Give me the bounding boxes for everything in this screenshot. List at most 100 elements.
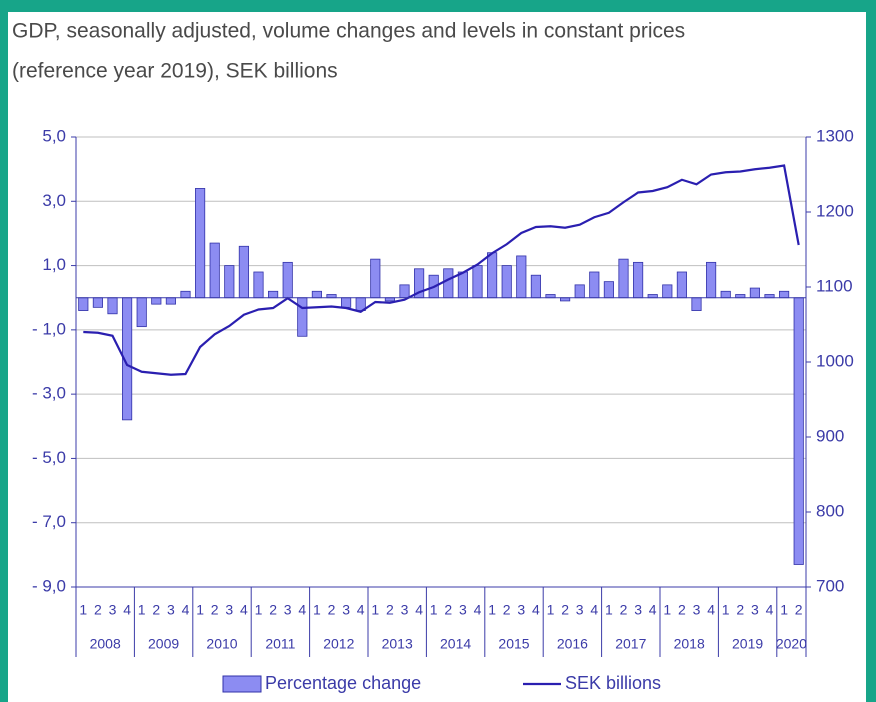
x-tick-label: 1 xyxy=(196,602,204,618)
y-tick-label: 3,0 xyxy=(42,191,66,210)
line xyxy=(83,164,800,376)
bar xyxy=(238,245,249,299)
y-tick-label: - 5,0 xyxy=(32,448,66,467)
x-tick-label: 2 xyxy=(269,602,277,618)
x-tick-label: 1 xyxy=(255,602,263,618)
x-tick-label: 4 xyxy=(590,602,598,618)
y2-tick-label: 1200 xyxy=(816,201,854,220)
year-label: 2019 xyxy=(732,636,763,652)
bar xyxy=(720,290,731,299)
bar xyxy=(107,297,118,315)
bar xyxy=(779,290,790,299)
x-tick-label: 2 xyxy=(678,602,686,618)
year-label: 2020 xyxy=(776,636,807,652)
x-tick-label: 3 xyxy=(284,602,292,618)
x-tick-label: 3 xyxy=(751,602,759,618)
bar xyxy=(749,287,760,299)
x-tick-label: 4 xyxy=(532,602,540,618)
x-tick-label: 2 xyxy=(795,602,803,618)
x-tick-label: 1 xyxy=(488,602,496,618)
x-tick-label: 2 xyxy=(94,602,102,618)
x-tick-label: 3 xyxy=(225,602,233,618)
bar xyxy=(282,261,293,299)
x-tick-label: 1 xyxy=(605,602,613,618)
x-tick-label: 4 xyxy=(123,602,131,618)
y-tick-label: 1,0 xyxy=(42,255,66,274)
x-tick-label: 1 xyxy=(430,602,438,618)
y-tick-label: 5,0 xyxy=(42,126,66,145)
y-tick-label: - 1,0 xyxy=(32,319,66,338)
chart-title: (reference year 2019), SEK billions xyxy=(12,60,338,83)
bar xyxy=(341,297,352,308)
year-label: 2008 xyxy=(90,636,121,652)
x-tick-label: 3 xyxy=(693,602,701,618)
x-tick-label: 3 xyxy=(401,602,409,618)
y-tick-label: - 3,0 xyxy=(32,384,66,403)
bar xyxy=(253,271,264,299)
bar xyxy=(487,252,498,299)
bar xyxy=(457,271,468,299)
bar xyxy=(618,258,629,299)
y2-tick-label: 900 xyxy=(816,426,844,445)
year-label: 2011 xyxy=(265,636,295,652)
x-tick-label: 2 xyxy=(503,602,511,618)
x-tick-label: 4 xyxy=(766,602,774,618)
x-tick-label: 2 xyxy=(211,602,219,618)
bar xyxy=(180,290,191,299)
bar xyxy=(209,242,220,299)
x-tick-label: 1 xyxy=(780,602,788,618)
x-tick-label: 2 xyxy=(736,602,744,618)
x-tick-label: 2 xyxy=(620,602,628,618)
legend-label: SEK billions xyxy=(565,673,661,693)
x-tick-label: 2 xyxy=(444,602,452,618)
bar xyxy=(662,284,673,299)
x-tick-label: 4 xyxy=(415,602,423,618)
bar xyxy=(151,297,162,305)
x-tick-label: 2 xyxy=(386,602,394,618)
x-tick-label: 1 xyxy=(79,602,87,618)
y2-tick-label: 1300 xyxy=(816,126,854,145)
year-label: 2017 xyxy=(615,636,646,652)
bar xyxy=(195,188,206,299)
bar xyxy=(370,258,381,299)
x-tick-label: 3 xyxy=(342,602,350,618)
bar xyxy=(472,265,483,299)
year-label: 2016 xyxy=(557,636,588,652)
year-label: 2012 xyxy=(323,636,354,652)
x-tick-label: 1 xyxy=(313,602,321,618)
x-tick-label: 2 xyxy=(561,602,569,618)
bar xyxy=(78,297,89,311)
bar xyxy=(530,274,541,299)
legend-swatch xyxy=(222,675,262,693)
bar xyxy=(516,255,527,299)
x-tick-label: 1 xyxy=(547,602,555,618)
x-tick-label: 1 xyxy=(722,602,730,618)
x-tick-label: 2 xyxy=(328,602,336,618)
bar xyxy=(603,281,614,299)
year-label: 2015 xyxy=(498,636,529,652)
bar xyxy=(691,297,702,311)
bar xyxy=(136,297,147,328)
year-label: 2009 xyxy=(148,636,179,652)
x-tick-label: 3 xyxy=(634,602,642,618)
bar xyxy=(501,265,512,299)
chart-title: GDP, seasonally adjusted, volume changes… xyxy=(12,20,685,43)
legend-label: Percentage change xyxy=(265,673,421,693)
x-tick-label: 3 xyxy=(576,602,584,618)
x-tick-label: 2 xyxy=(152,602,160,618)
y-tick-label: - 7,0 xyxy=(32,512,66,531)
year-label: 2018 xyxy=(674,636,705,652)
x-tick-label: 1 xyxy=(138,602,146,618)
bar xyxy=(399,284,410,299)
bar xyxy=(224,265,235,299)
year-label: 2013 xyxy=(382,636,413,652)
x-tick-label: 3 xyxy=(109,602,117,618)
x-tick-label: 3 xyxy=(459,602,467,618)
x-tick-label: 4 xyxy=(240,602,248,618)
y-tick-label: - 9,0 xyxy=(32,576,66,595)
x-tick-label: 4 xyxy=(707,602,715,618)
x-tick-label: 4 xyxy=(649,602,657,618)
frame: GDP, seasonally adjusted, volume changes… xyxy=(8,12,866,702)
x-tick-label: 1 xyxy=(371,602,379,618)
bar xyxy=(297,297,308,337)
